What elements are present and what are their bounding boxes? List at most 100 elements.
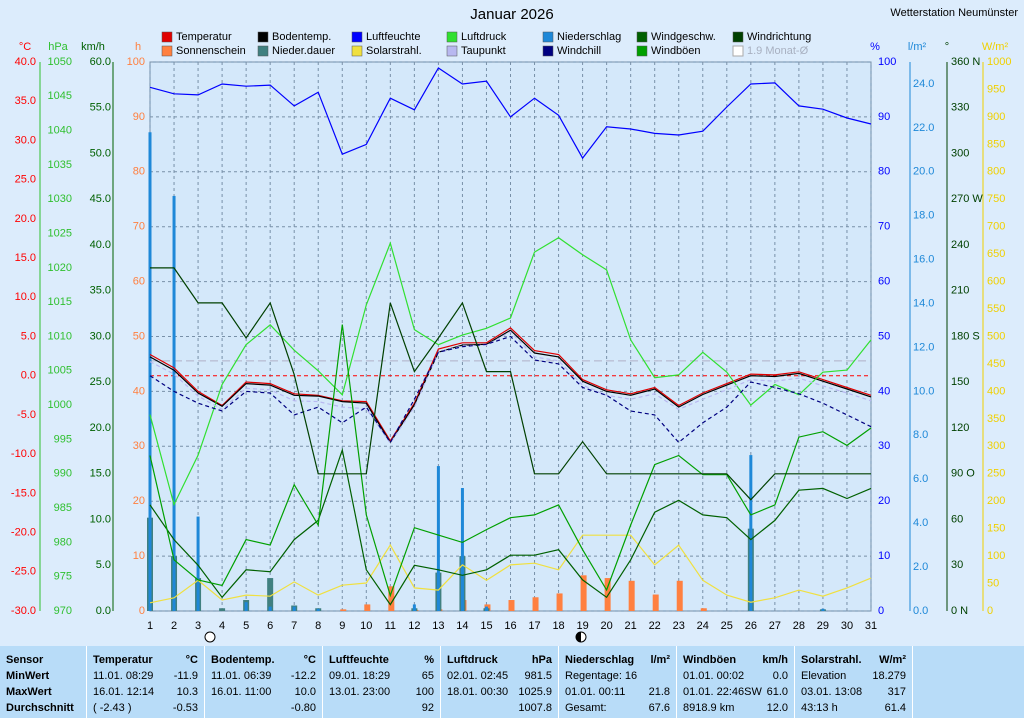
legend-label: Windchill <box>557 45 601 57</box>
legend-label: Windböen <box>651 45 701 57</box>
y-tick-label: 0.0 <box>96 605 111 617</box>
cell-text: 11.01. 08:29 <box>93 670 154 682</box>
x-tick-label: 15 <box>480 620 492 632</box>
y-tick-label: 990 <box>54 468 72 480</box>
cell-text: 13.01. 23:00 <box>329 686 391 698</box>
y-tick-label: 900 <box>987 111 1005 123</box>
y-tick-label: 10 <box>133 550 145 562</box>
legend-swatch <box>161 31 173 43</box>
bar <box>172 195 176 611</box>
legend-label: Luftdruck <box>461 31 507 43</box>
y-tick-label: 2.0 <box>913 561 928 573</box>
y-tick-label: 330 <box>951 102 969 114</box>
x-tick-label: 30 <box>841 620 853 632</box>
y-tick-label: 30.0 <box>90 330 111 342</box>
cell-text: -0.53 <box>172 702 198 714</box>
legend-swatch <box>351 31 363 43</box>
y-tick-label: 200 <box>987 495 1005 507</box>
y-tick-label: 25.0 <box>15 174 36 186</box>
y-tick-label: 70 <box>133 221 145 233</box>
bar <box>196 516 200 611</box>
cell-text: W/m² <box>879 654 906 666</box>
bar <box>267 578 274 611</box>
y-tick-label: 750 <box>987 193 1005 205</box>
table-header: Luftdruck hPa <box>447 652 552 668</box>
y-tick-label: 35.0 <box>15 95 36 107</box>
cell-text: 01.01. 00:02 <box>683 670 745 682</box>
series-line <box>149 67 872 160</box>
y-tick-label: 360 N <box>951 56 980 68</box>
cell-text: °C <box>303 654 316 666</box>
y-tick-label: -15.0 <box>11 487 36 499</box>
cell-text: 18.279 <box>872 670 906 682</box>
y-tick-label: 100 <box>878 56 896 68</box>
bar <box>219 608 226 611</box>
y-tick-label: 50 <box>878 330 890 342</box>
y-tick-label: 1040 <box>48 125 72 137</box>
bar <box>700 608 707 611</box>
x-tick-label: 31 <box>865 620 877 632</box>
series-line <box>149 236 872 507</box>
moon-shade <box>576 632 581 642</box>
table-cell: Gesamt: 67.6 <box>565 700 670 716</box>
table-cell: 01.01. 00:11 21.8 <box>565 684 670 700</box>
legend-label: Bodentemp. <box>272 31 331 43</box>
y-tick-label: 40 <box>133 385 145 397</box>
x-tick-label: 7 <box>291 620 297 632</box>
chart-title: Januar 2026 <box>470 6 553 23</box>
table-column: Niederschlag l/m² Regentage: 16 01.01. 00:1… <box>559 646 677 718</box>
y-tick-label: 1045 <box>48 90 72 102</box>
table-cell: 02.01. 02:45 981.5 <box>447 668 552 684</box>
y-tick-label: 50 <box>133 330 145 342</box>
y-tick-label: 40 <box>878 385 890 397</box>
x-tick-label: 12 <box>408 620 420 632</box>
chart: Januar 2026 Wetterstation Neumünster °C -… <box>11 6 1018 643</box>
legend-label: Sonnenschein <box>176 45 246 57</box>
cell-text: MinWert <box>6 670 50 682</box>
table-column: Temperatur °C 11.01. 08:29 -11.9 16.01. 12:1… <box>87 646 205 718</box>
cell-text: 16.01. 11:00 <box>211 686 272 698</box>
y-tick-label: 60.0 <box>90 56 111 68</box>
y-tick-label: -10.0 <box>11 448 36 460</box>
y-tick-label: 10.0 <box>90 513 111 525</box>
y-tick-label: 30 <box>951 559 963 571</box>
table-cell: 13.01. 23:00 100 <box>329 684 434 700</box>
table-cell: MaxWert <box>6 684 80 700</box>
x-tick-label: 25 <box>721 620 733 632</box>
series-line <box>150 267 871 501</box>
legend-swatch <box>542 31 554 43</box>
y-tick-label: 20.0 <box>913 166 934 178</box>
axis-unit: W/m² <box>982 41 1009 53</box>
cell-text: 1025.9 <box>518 686 552 698</box>
y-tick-label: 100 <box>127 56 145 68</box>
cell-text: MaxWert <box>6 686 52 698</box>
bar <box>508 600 515 611</box>
legend-label: Luftfeuchte <box>366 31 420 43</box>
legend-label: Taupunkt <box>461 45 506 57</box>
table-column: Bodentemp. °C 11.01. 06:39 -12.2 16.01. 11:0… <box>205 646 323 718</box>
x-tick-label: 14 <box>456 620 468 632</box>
bar <box>388 586 395 611</box>
y-tick-label: 300 <box>951 147 969 159</box>
y-tick-label: 1015 <box>48 296 72 308</box>
cell-text: 981.5 <box>524 670 552 682</box>
cell-text: 0.0 <box>772 670 788 682</box>
axis-unit: l/m² <box>908 41 927 53</box>
cell-text: 61.4 <box>884 702 906 714</box>
table-cell: Regentage: 16 <box>565 668 670 684</box>
y-tick-label: 60 <box>951 513 963 525</box>
legend-swatch <box>636 45 648 57</box>
table-cell: 11.01. 08:29 -11.9 <box>93 668 198 684</box>
cell-text: Windböen <box>683 654 737 666</box>
table-header: Sensor <box>6 652 80 668</box>
cell-text: 03.01. 13:08 <box>801 686 863 698</box>
legend-swatch <box>446 31 458 43</box>
table-cell: 03.01. 13:08 317 <box>801 684 906 700</box>
stats-table: Sensor MinWert MaxWert Durchschnitt Temperat… <box>0 646 1024 718</box>
cell-text: Solarstrahl. <box>801 654 862 666</box>
y-tick-label: 5.0 <box>21 330 36 342</box>
y-tick-label: 850 <box>987 138 1005 150</box>
x-tick-label: 5 <box>243 620 249 632</box>
axis-unit: hPa <box>48 41 68 53</box>
y-tick-label: 10 <box>878 550 890 562</box>
